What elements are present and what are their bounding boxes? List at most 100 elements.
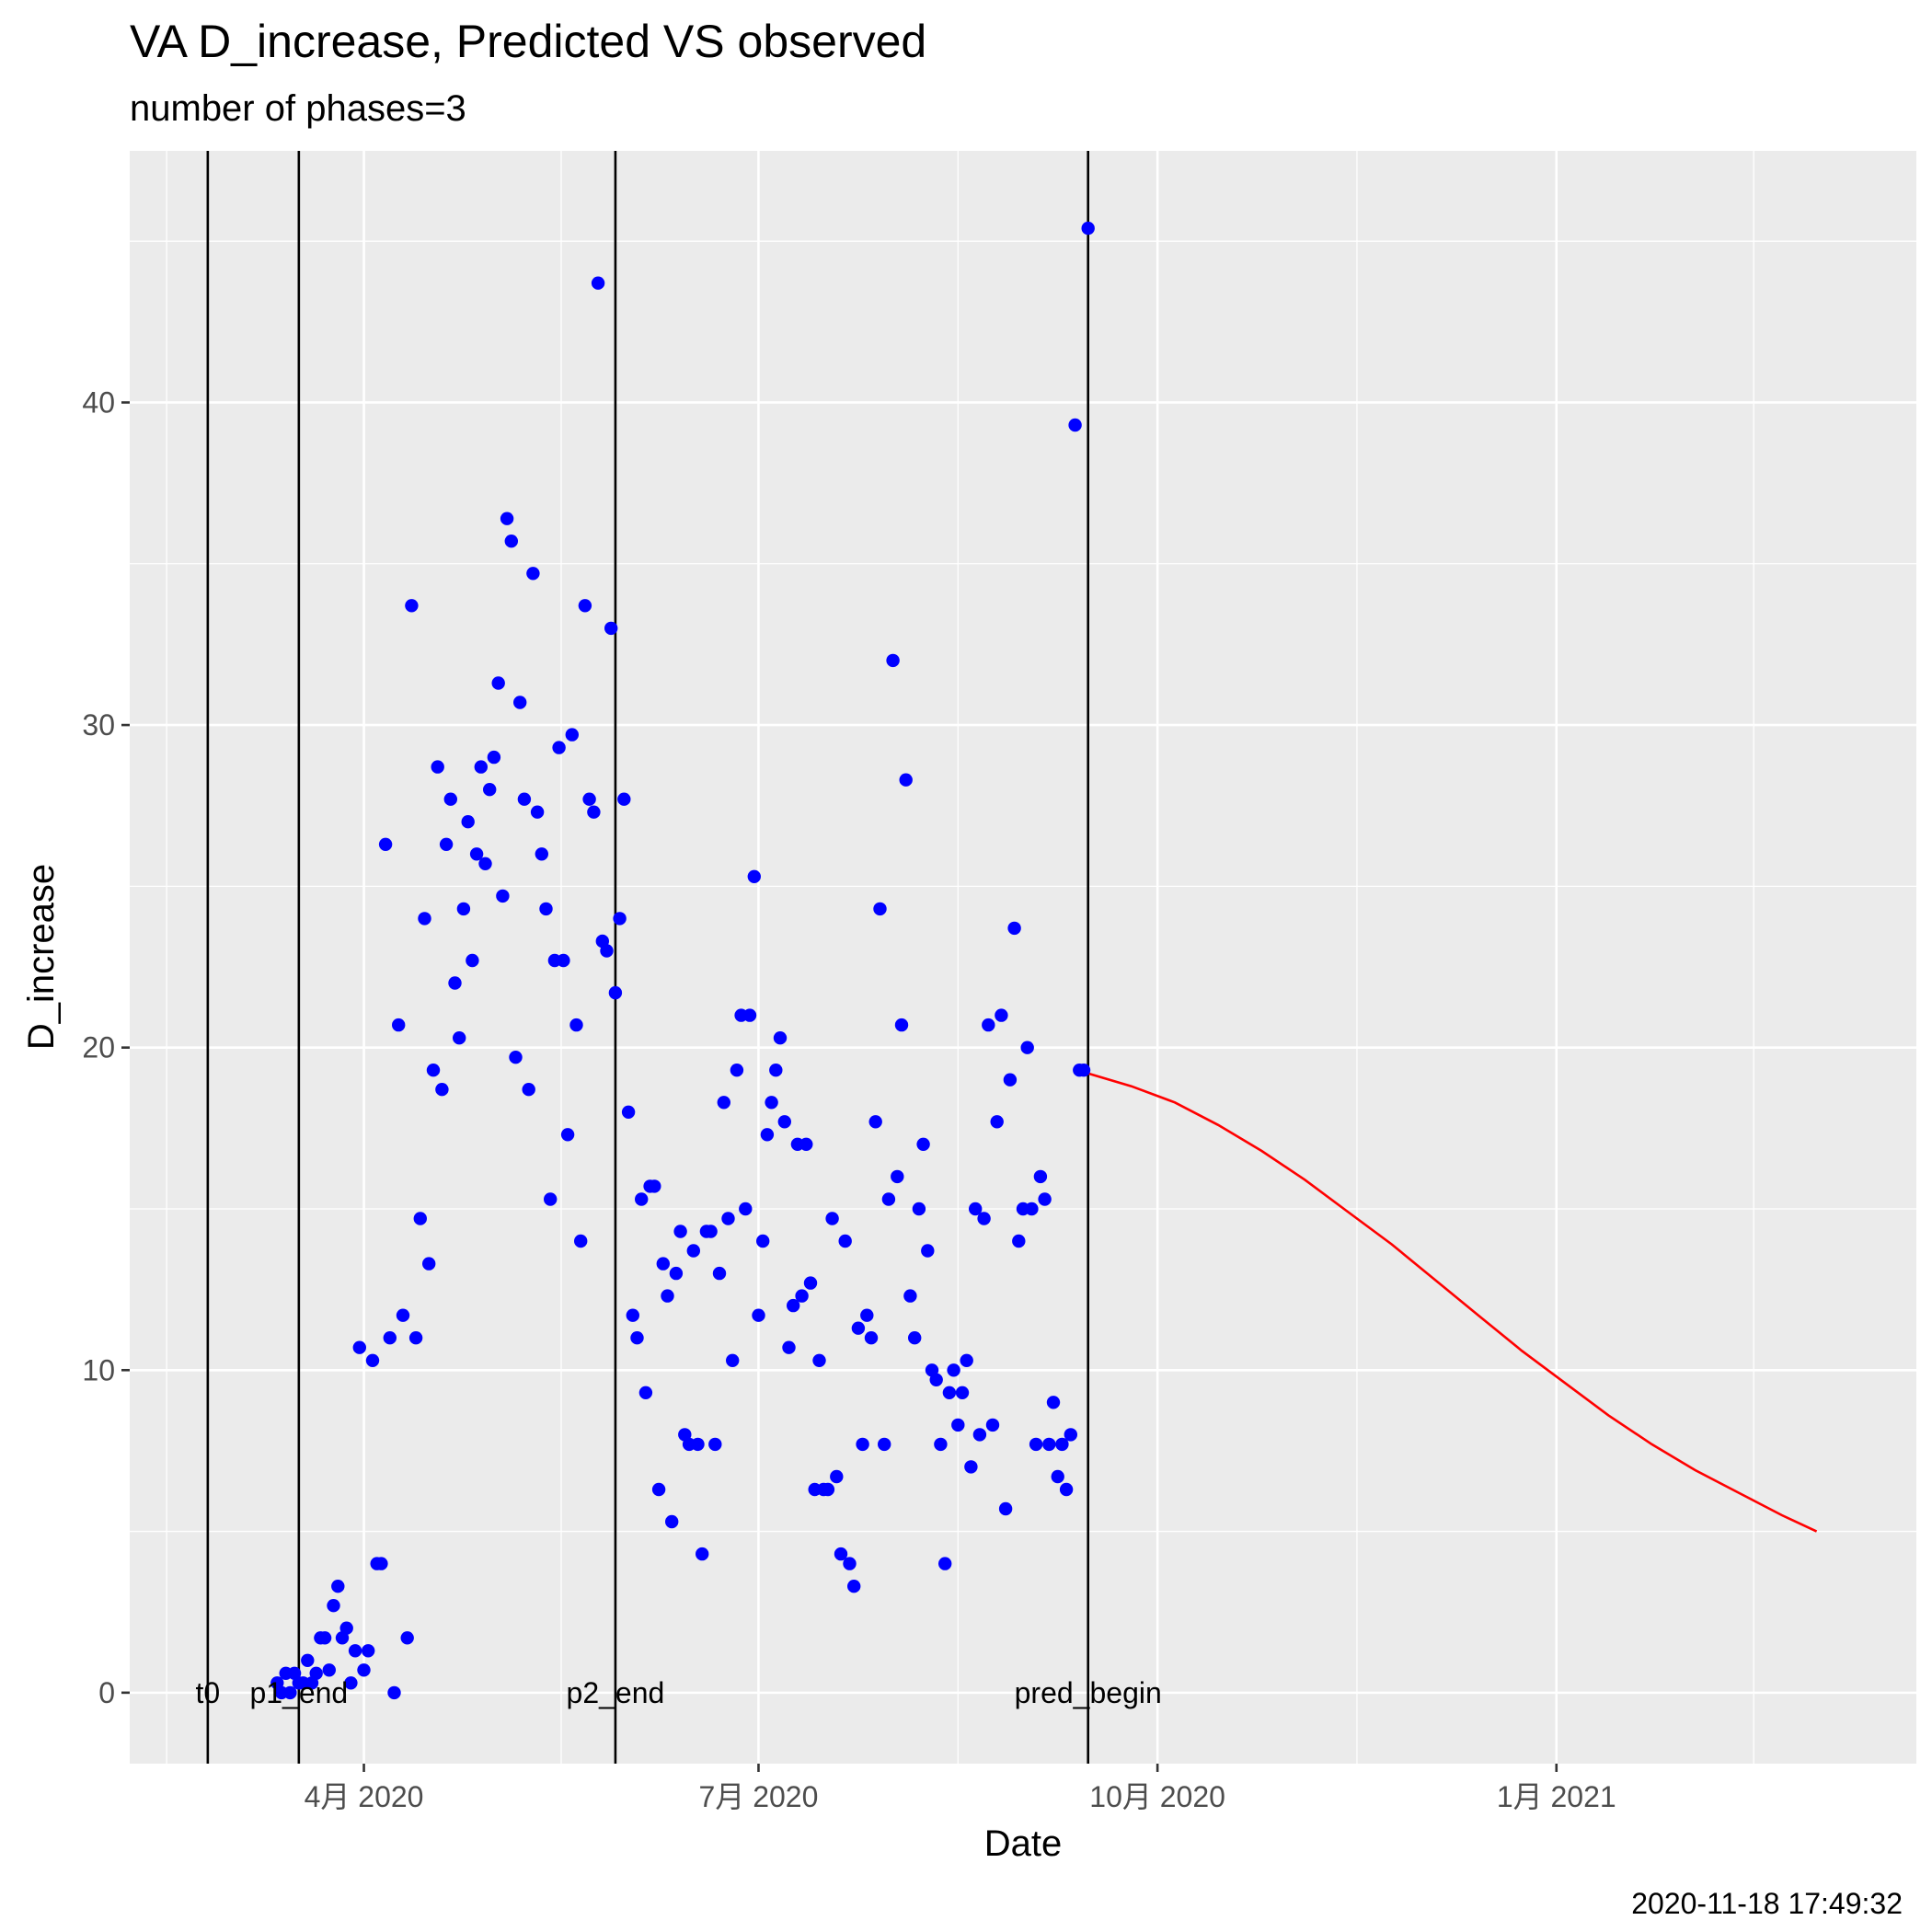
data-point [782, 1340, 796, 1354]
data-point [990, 1115, 1004, 1129]
data-point [717, 1096, 730, 1110]
data-point [937, 1557, 952, 1570]
data-point [504, 535, 518, 548]
data-point [1064, 1428, 1078, 1442]
data-point [1059, 1482, 1074, 1497]
data-point [535, 847, 548, 861]
data-point [560, 1128, 575, 1142]
data-point [539, 902, 553, 916]
data-point [982, 1018, 995, 1032]
data-point [969, 1202, 983, 1216]
data-point [661, 1289, 674, 1303]
data-point [803, 1276, 818, 1290]
data-point [881, 1192, 896, 1206]
data-point [435, 1083, 449, 1097]
data-point [582, 792, 596, 806]
data-point [413, 1212, 427, 1225]
data-point [491, 676, 505, 690]
data-point [985, 1418, 1000, 1432]
data-point [921, 1244, 935, 1258]
data-point [1068, 418, 1082, 432]
data-point [348, 1644, 362, 1658]
data-point [439, 837, 454, 851]
data-point [972, 1428, 987, 1442]
data-point [769, 1064, 783, 1077]
data-point [673, 1225, 687, 1238]
data-point [322, 1663, 336, 1677]
data-point [1046, 1396, 1061, 1409]
data-point [344, 1676, 358, 1690]
minor-gridlines [130, 151, 1916, 1764]
data-point [1055, 1437, 1069, 1452]
vline-label-t0: t0 [196, 1676, 221, 1709]
data-point [1020, 1041, 1034, 1054]
phase-labels: t0 p1_end p2_end pred_begin [196, 1676, 1162, 1709]
data-point [696, 1547, 709, 1561]
data-point [383, 1331, 397, 1345]
data-point [357, 1663, 371, 1677]
data-point [1025, 1202, 1039, 1216]
data-point [500, 512, 514, 525]
data-point [712, 1266, 727, 1281]
data-point [496, 889, 510, 903]
y-tick-label: 0 [98, 1676, 115, 1709]
data-point [317, 1631, 332, 1645]
data-point [621, 1105, 636, 1120]
x-tick-label: 1月 2021 [1497, 1780, 1616, 1813]
data-point [955, 1386, 970, 1400]
data-point [513, 696, 527, 709]
x-tick-label: 4月 2020 [305, 1780, 424, 1813]
data-point [487, 750, 501, 765]
data-point [665, 1514, 679, 1529]
y-tick-label: 30 [82, 708, 115, 742]
data-point [591, 276, 605, 290]
data-point [604, 621, 618, 636]
x-axis-title: Date [984, 1823, 1063, 1864]
data-point [1012, 1234, 1026, 1248]
data-point [868, 1115, 882, 1129]
data-point [747, 869, 761, 883]
predicted-line [1087, 1072, 1818, 1533]
chart-subtitle: number of phases=3 [130, 88, 466, 129]
data-point [787, 1298, 800, 1313]
data-point [912, 1202, 926, 1216]
data-point [422, 1257, 436, 1271]
data-point [587, 805, 601, 819]
data-point [530, 805, 545, 819]
data-point [878, 1437, 891, 1452]
data-point [608, 985, 623, 1000]
data-point [812, 1353, 826, 1368]
data-point [630, 1331, 644, 1345]
data-point [509, 1051, 523, 1064]
data-point [891, 1169, 904, 1184]
vline-label-pred_begin: pred_begin [1015, 1676, 1162, 1709]
data-point [522, 1083, 535, 1097]
data-point [951, 1418, 965, 1432]
timestamp-caption: 2020-11-18 17:49:32 [1631, 1887, 1903, 1920]
data-point [821, 1482, 835, 1497]
data-point [574, 1234, 588, 1248]
predicted-series [1087, 1072, 1818, 1533]
y-tick-label: 40 [82, 385, 115, 419]
data-point [431, 760, 444, 774]
data-point [1029, 1437, 1043, 1452]
data-point [730, 1064, 744, 1077]
data-point [448, 976, 462, 990]
data-point [1033, 1169, 1048, 1184]
data-point [929, 1373, 943, 1387]
data-point [365, 1353, 380, 1368]
data-point [873, 902, 887, 916]
data-point [578, 599, 592, 613]
data-point [617, 792, 631, 806]
data-point [721, 1212, 735, 1225]
vline-label-p2_end: p2_end [567, 1676, 665, 1709]
data-point [669, 1266, 684, 1281]
observed-series [270, 221, 1095, 1700]
data-point [942, 1386, 957, 1400]
data-point [339, 1621, 353, 1635]
data-point [977, 1212, 991, 1225]
data-point [1076, 1064, 1091, 1077]
data-point [704, 1225, 718, 1238]
data-point [387, 1685, 401, 1700]
